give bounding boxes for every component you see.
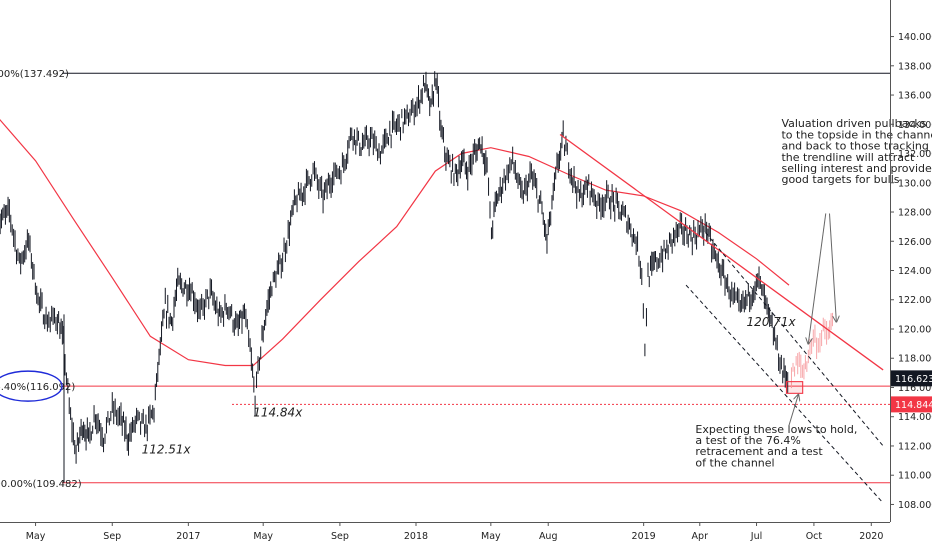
x-tick-label: Aug xyxy=(539,531,558,542)
channel-line xyxy=(705,232,884,447)
y-tick-label: 122.000 xyxy=(898,295,932,306)
x-tick-label: 2020 xyxy=(859,531,883,542)
bottom-annotation-line: a test of the 76.4% xyxy=(695,434,800,447)
low-label: 120.71x xyxy=(747,315,797,329)
y-tick-label: 138.000 xyxy=(898,61,932,72)
y-tick-label: 140.000 xyxy=(898,32,932,43)
low-label: 114.84x xyxy=(253,406,303,420)
y-axis: 108.000 110.000 112.000 114.000 116.000 118.0… xyxy=(890,0,932,522)
x-tick-label: Oct xyxy=(806,531,823,542)
bottom-annotation-line: Expecting these lows to hold, xyxy=(695,423,857,436)
price-tag-bg xyxy=(891,396,932,413)
x-axis: May Sep 2017 May Sep 2018 May Aug 2019 Apr Jul Oct 2… xyxy=(0,522,890,542)
low-label: 112.51x xyxy=(142,442,192,456)
x-tick-label: 2018 xyxy=(404,531,428,542)
fib-level-label: 76.40%(116.092) xyxy=(0,382,75,393)
top-annotation-line: good targets for bulls xyxy=(781,173,899,186)
fib-level-label: 100.00%(109.482) xyxy=(0,479,82,490)
top-annotation-line: to the topside in the channel xyxy=(781,128,932,141)
x-tick-label: Sep xyxy=(103,531,121,542)
x-tick-label: 2019 xyxy=(632,531,656,542)
top-annotation-line: and back to those tracking xyxy=(781,140,928,153)
y-tick-label: 134.000 xyxy=(898,120,932,131)
price-tag-bg xyxy=(891,370,932,387)
y-tick-label: 114.000 xyxy=(898,412,932,423)
top-annotation-line: selling interest and provide xyxy=(781,162,932,175)
y-tick-label: 108.000 xyxy=(898,500,932,511)
moving-average xyxy=(0,118,790,367)
y-tick-label: 136.000 xyxy=(898,91,932,102)
price-tag-label: 116.623 xyxy=(895,374,932,385)
bottom-annotation-line: retracement and a test xyxy=(695,445,823,458)
y-tick-label: 132.000 xyxy=(898,149,932,160)
y-tick-label: 128.000 xyxy=(898,208,932,219)
marker-box xyxy=(785,381,804,394)
y-tick-label: 110.000 xyxy=(898,471,932,482)
top-annotation-arrow xyxy=(808,213,827,343)
y-tick-label: 118.000 xyxy=(898,354,932,365)
x-tick-label: May xyxy=(26,531,46,542)
x-tick-label: Sep xyxy=(331,531,349,542)
y-tick-label: 126.000 xyxy=(898,237,932,248)
x-tick-label: Jul xyxy=(750,531,762,542)
y-tick-label: 116.000 xyxy=(898,383,932,394)
bottom-annotation-arrow xyxy=(788,395,798,426)
price-series xyxy=(0,71,833,464)
top-annotation-arrow xyxy=(829,213,837,321)
trendline xyxy=(559,133,884,371)
x-tick-label: May xyxy=(481,531,501,542)
x-tick-label: May xyxy=(253,531,273,542)
bottom-annotation-line: of the channel xyxy=(695,456,774,469)
y-tick-label: 130.000 xyxy=(898,178,932,189)
y-tick-label: 124.000 xyxy=(898,266,932,277)
price-tag-label: 114.844 xyxy=(895,400,932,411)
fib-level-label: 0.00%(137.492) xyxy=(0,69,69,80)
y-tick-label: 112.000 xyxy=(898,441,932,452)
moving-average-line xyxy=(0,118,790,367)
top-annotation-line: the trendline will attract xyxy=(781,151,915,164)
y-tick-label: 120.000 xyxy=(898,324,932,335)
x-tick-label: 2017 xyxy=(176,531,200,542)
fib-highlight-ellipse xyxy=(0,370,63,402)
x-tick-label: Apr xyxy=(692,531,709,542)
